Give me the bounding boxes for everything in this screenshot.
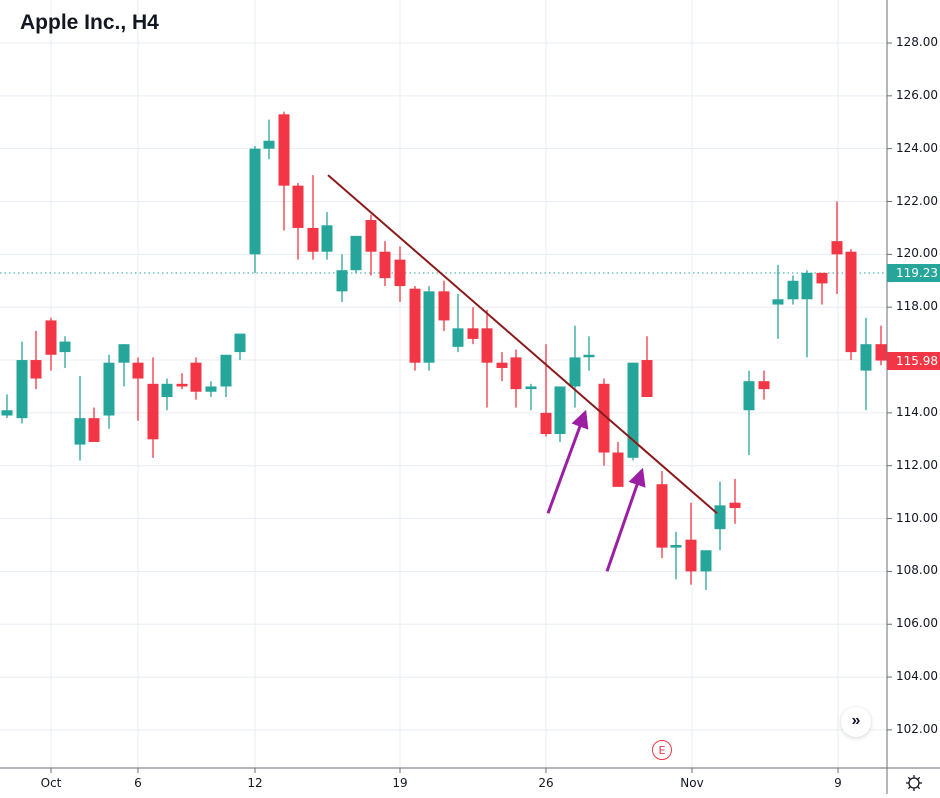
candle xyxy=(569,325,581,408)
time-axis-label: 9 xyxy=(834,776,842,790)
candle xyxy=(700,550,712,590)
time-axis-label: Nov xyxy=(680,776,704,790)
last-close-price-badge: 119.23 xyxy=(887,264,940,282)
candle xyxy=(510,349,522,408)
candle xyxy=(860,317,872,411)
candle xyxy=(350,235,362,273)
time-axis-label: 19 xyxy=(392,776,408,790)
candle xyxy=(467,307,479,345)
earnings-marker[interactable]: E xyxy=(652,740,672,760)
candle xyxy=(176,373,188,390)
candle xyxy=(103,354,115,429)
scroll-to-realtime-button[interactable]: » xyxy=(841,707,871,737)
candle xyxy=(132,357,144,421)
time-axis-label: 26 xyxy=(538,776,554,790)
candle xyxy=(670,531,682,580)
price-axis-label: 104.00 xyxy=(896,669,938,684)
time-axis-label: Oct xyxy=(40,776,62,790)
candle xyxy=(321,212,333,260)
candle xyxy=(307,175,319,260)
candle xyxy=(583,336,595,371)
price-axis-label: 110.00 xyxy=(896,510,938,525)
price-axis-label: 122.00 xyxy=(896,193,938,208)
candle xyxy=(452,293,464,353)
candle xyxy=(525,383,537,411)
candle xyxy=(161,378,173,411)
candle xyxy=(292,183,304,260)
candle xyxy=(88,407,100,442)
price-axis-label: 124.00 xyxy=(896,140,938,155)
candle xyxy=(787,275,799,305)
candle xyxy=(729,478,741,524)
price-axis-label: 108.00 xyxy=(896,563,938,578)
chart-settings-button[interactable] xyxy=(904,773,924,793)
candle xyxy=(641,336,653,398)
arrow-annotation[interactable] xyxy=(605,467,646,572)
candle xyxy=(612,441,624,487)
candle xyxy=(336,254,348,302)
candle xyxy=(30,330,42,390)
current-price-badge: 115.98 xyxy=(887,352,940,370)
time-axis-label: 12 xyxy=(247,776,263,790)
candle xyxy=(190,357,202,400)
candle xyxy=(554,386,566,442)
candle xyxy=(714,481,726,551)
chart-title: Apple Inc., H4 xyxy=(20,11,159,34)
candle xyxy=(16,341,28,424)
candle xyxy=(423,286,435,371)
axis-ticks xyxy=(50,42,892,773)
candle xyxy=(816,272,828,305)
candle xyxy=(263,119,275,160)
price-axis-label: 118.00 xyxy=(896,299,938,314)
candle xyxy=(205,381,217,398)
candles xyxy=(1,111,887,590)
price-axis-label: 120.00 xyxy=(896,246,938,261)
arrow-annotation[interactable] xyxy=(546,409,589,514)
price-axis-label: 106.00 xyxy=(896,616,938,631)
candle xyxy=(278,111,290,231)
candle xyxy=(627,362,639,461)
candle xyxy=(481,309,493,408)
candle xyxy=(743,370,755,456)
candle xyxy=(220,354,232,398)
candle xyxy=(379,241,391,287)
candle xyxy=(409,286,421,371)
trendline[interactable] xyxy=(327,174,718,515)
candle xyxy=(685,502,697,585)
candle xyxy=(59,336,71,368)
candle xyxy=(801,270,813,358)
candle xyxy=(845,249,857,361)
candle xyxy=(365,214,377,276)
candle xyxy=(234,333,246,361)
candle xyxy=(496,352,508,382)
candle xyxy=(249,146,261,273)
price-axis-label: 126.00 xyxy=(896,87,938,102)
candle xyxy=(875,325,887,366)
candle xyxy=(147,357,159,458)
time-axis-label: 6 xyxy=(134,776,142,790)
candle xyxy=(831,201,843,294)
price-axis-label: 114.00 xyxy=(896,404,938,419)
candle xyxy=(758,370,770,400)
candle xyxy=(1,394,13,419)
price-axis-label: 128.00 xyxy=(896,35,938,49)
candle xyxy=(540,344,552,437)
candle xyxy=(118,344,130,387)
candle xyxy=(656,471,668,559)
price-axis-label: 112.00 xyxy=(896,457,938,472)
candle xyxy=(45,317,57,371)
candle xyxy=(394,246,406,302)
price-axis-label: 102.00 xyxy=(896,721,938,736)
candle xyxy=(438,280,450,331)
candle xyxy=(772,264,784,339)
drawings[interactable] xyxy=(327,174,718,572)
candle xyxy=(598,378,610,466)
candle xyxy=(74,375,86,461)
gear-icon xyxy=(906,775,922,791)
